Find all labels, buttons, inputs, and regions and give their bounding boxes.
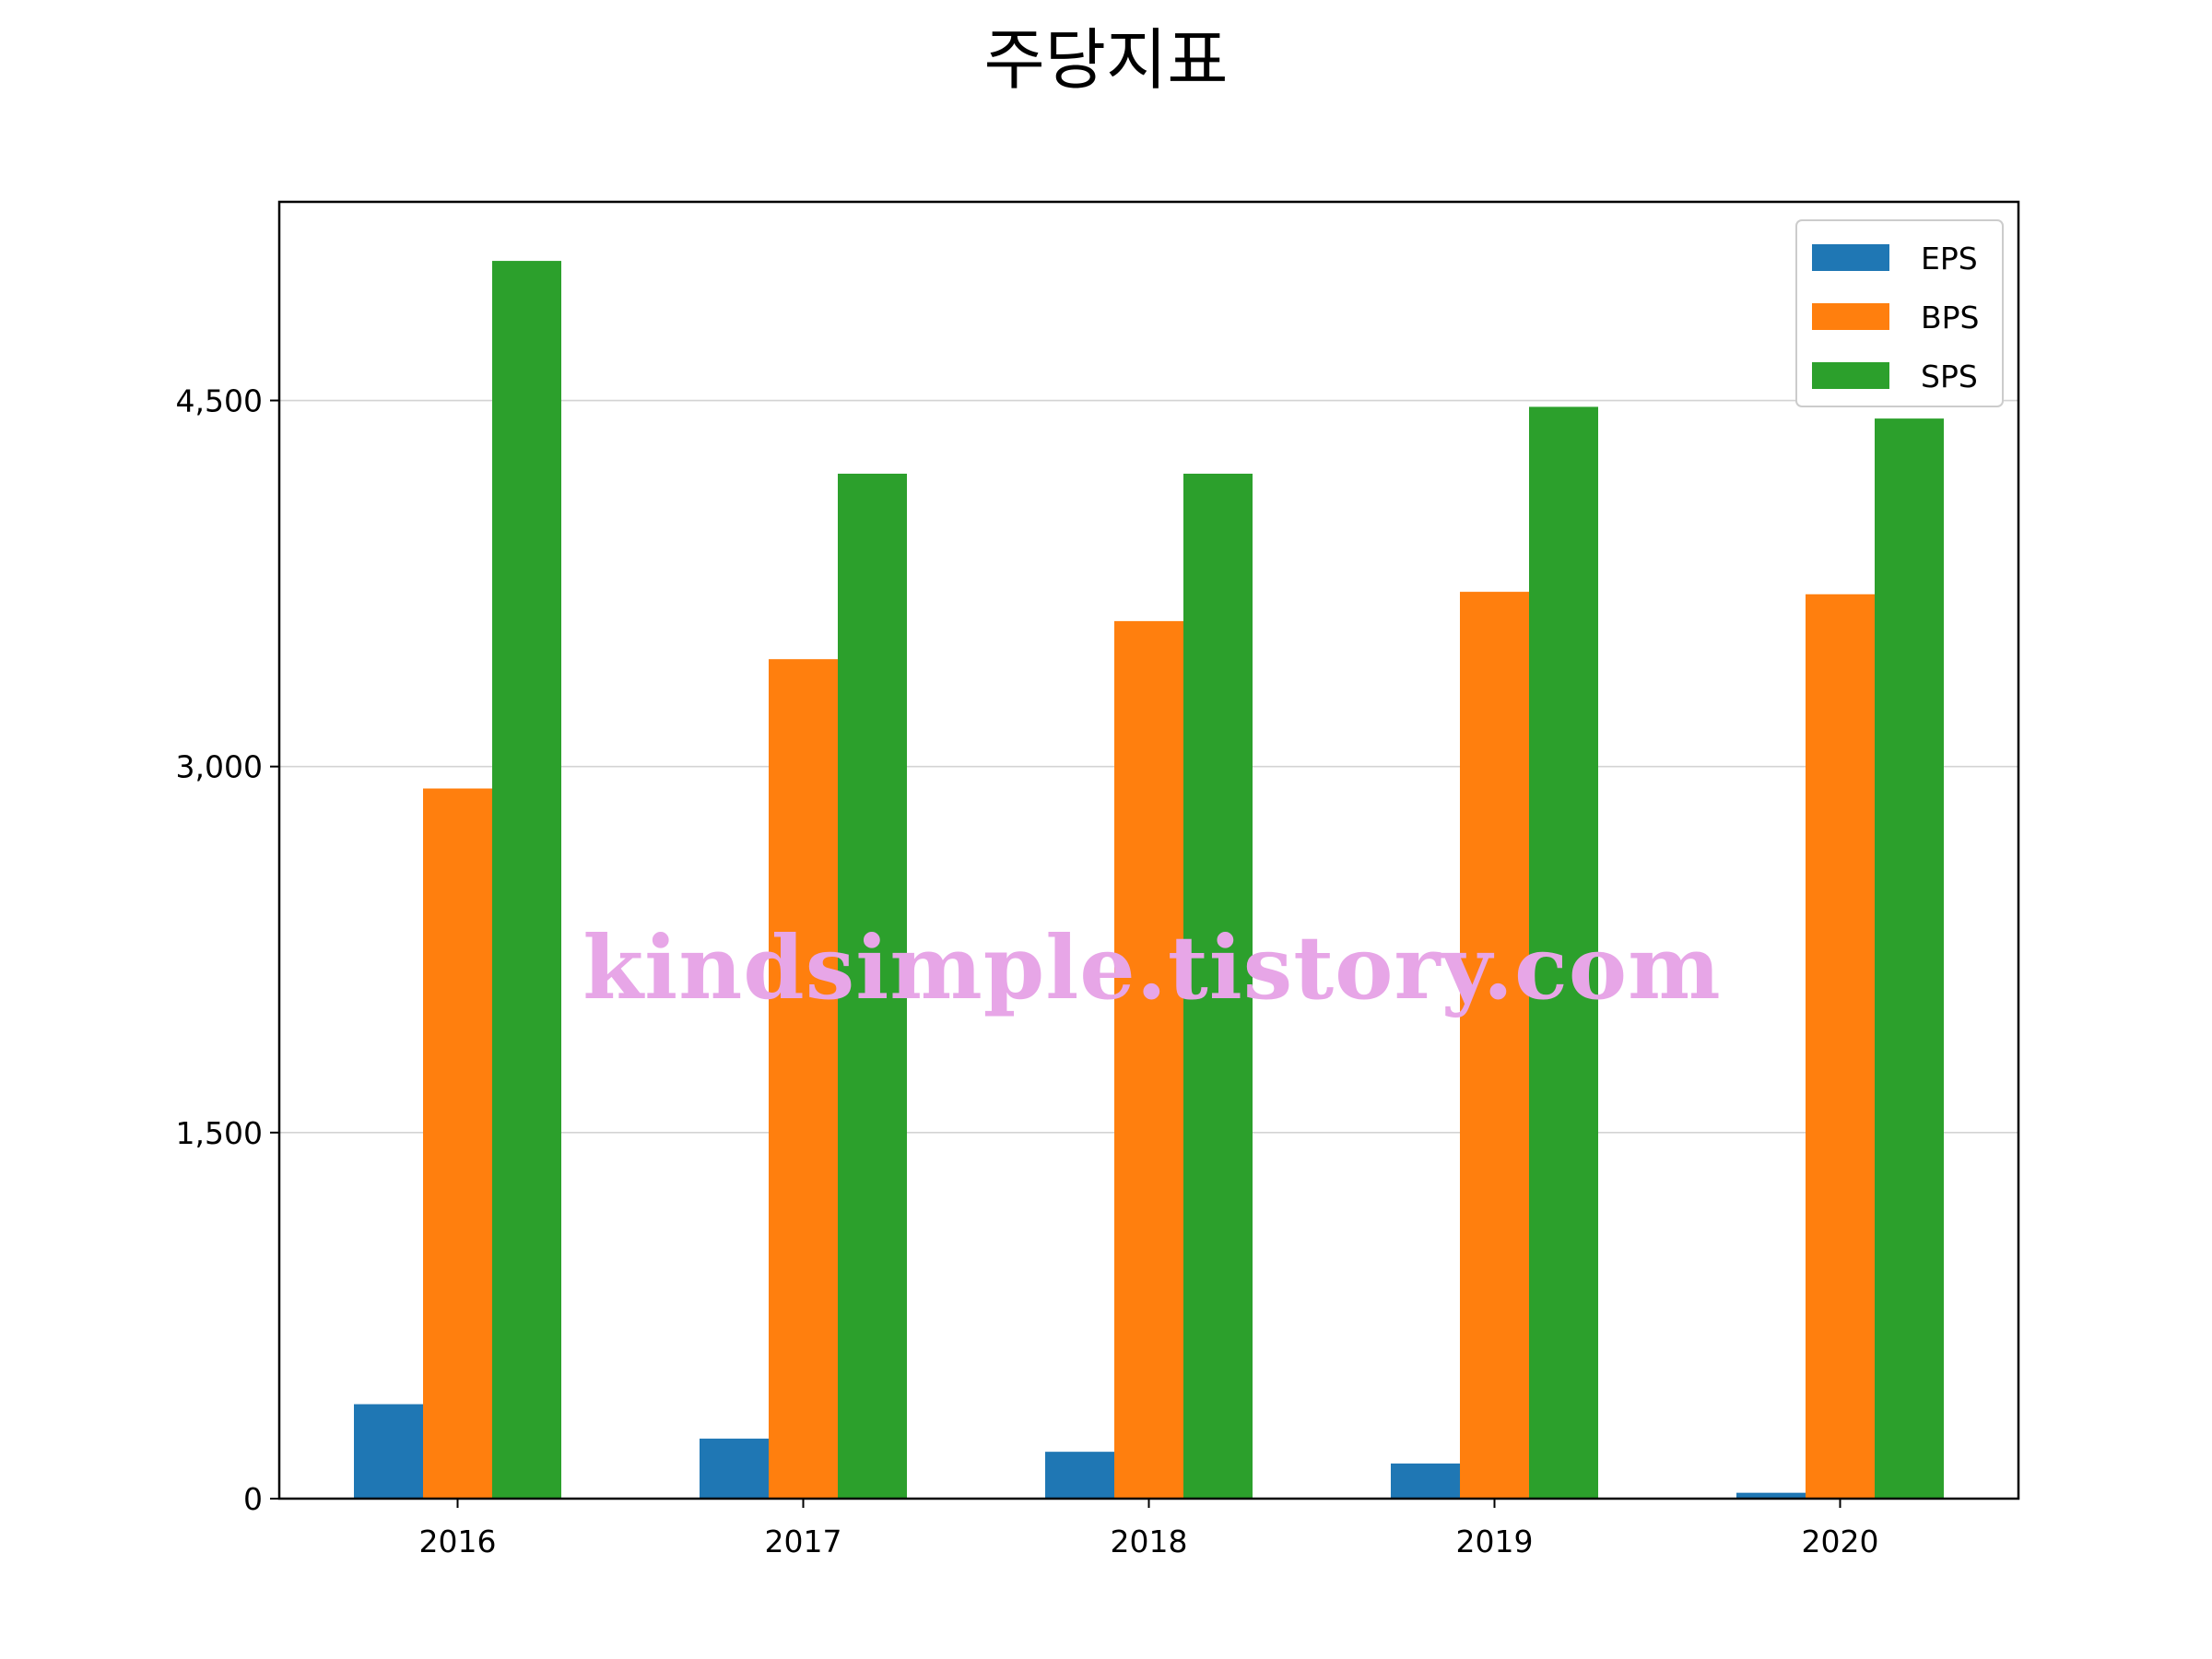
y-tick-label: 3,000	[176, 749, 263, 785]
bar-eps-2017	[700, 1438, 769, 1499]
bar-bps-2018	[1114, 620, 1183, 1499]
legend-label-sps: SPS	[1921, 359, 1978, 394]
chart-title: 주당지표	[984, 21, 1229, 99]
bar-sps-2018	[1183, 473, 1253, 1500]
bar-bps-2016	[423, 788, 492, 1499]
bar-sps-2019	[1529, 406, 1598, 1500]
legend-swatch-bps	[1812, 303, 1889, 330]
bar-bps-2020	[1806, 594, 1875, 1499]
y-tick-label: 4,500	[176, 383, 263, 419]
legend-label-bps: BPS	[1921, 300, 1980, 335]
y-axis: 0 1,500 3,000 4,500	[176, 383, 279, 1517]
bar-sps-2017	[838, 473, 907, 1500]
watermark-text: kindsimple.tistory.com	[582, 917, 1721, 1019]
y-tick-label: 0	[243, 1481, 263, 1517]
bar-eps-2016	[354, 1404, 423, 1499]
bar-eps-2019	[1391, 1463, 1460, 1499]
y-tick-label: 1,500	[176, 1115, 263, 1151]
bar-sps-2020	[1875, 418, 1944, 1499]
bar-bps-2017	[769, 659, 838, 1499]
bar-eps-2018	[1045, 1452, 1114, 1499]
bar-bps-2019	[1460, 592, 1529, 1499]
bar-sps-2016	[492, 261, 561, 1499]
x-axis: 2016 2017 2018 2019 2020	[419, 1499, 1879, 1559]
legend-swatch-sps	[1812, 362, 1889, 389]
legend-label-eps: EPS	[1921, 241, 1978, 276]
legend-swatch-eps	[1812, 244, 1889, 271]
bars	[354, 261, 1944, 1500]
x-tick-label: 2017	[765, 1524, 842, 1559]
x-tick-label: 2019	[1456, 1524, 1534, 1559]
x-tick-label: 2020	[1802, 1524, 1879, 1559]
x-tick-label: 2016	[419, 1524, 497, 1559]
x-tick-label: 2018	[1111, 1524, 1188, 1559]
legend: EPS BPS SPS	[1795, 219, 2004, 407]
bar-eps-2020	[1736, 1492, 1806, 1499]
